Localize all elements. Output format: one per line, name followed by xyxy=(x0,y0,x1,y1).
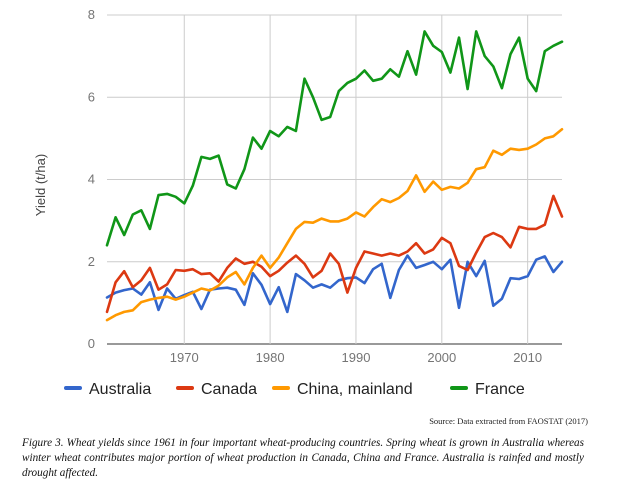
y-tick-label: 4 xyxy=(88,172,95,187)
series-lines xyxy=(105,30,564,322)
legend-item: Canada xyxy=(176,381,257,398)
y-axis-title: Yield (t/ha) xyxy=(33,154,48,216)
legend-label: China, mainland xyxy=(297,381,413,398)
legend-item: France xyxy=(450,381,525,398)
figure-caption: Figure 3. Wheat yields since 1961 in fou… xyxy=(22,437,584,479)
x-tick-label: 2000 xyxy=(427,350,456,365)
y-axis-ticks: 0 2 4 6 8 xyxy=(88,7,95,351)
y-tick-label: 2 xyxy=(88,254,95,269)
legend-label: Australia xyxy=(89,381,151,398)
source-note: Source: Data extracted from FAOSTAT (201… xyxy=(429,416,588,426)
series-line-canada xyxy=(105,194,564,314)
legend-item: China, mainland xyxy=(272,381,413,398)
y-tick-label: 0 xyxy=(88,336,95,351)
x-tick-label: 1980 xyxy=(256,350,285,365)
legend-item: Australia xyxy=(64,381,151,398)
series-line-china-mainland xyxy=(105,128,564,322)
legend: Australia Canada China, mainland France xyxy=(64,381,525,398)
y-tick-label: 8 xyxy=(88,7,95,22)
y-tick-label: 6 xyxy=(88,89,95,104)
series-line-france xyxy=(105,30,564,247)
x-tick-label: 2010 xyxy=(513,350,542,365)
series-line-australia xyxy=(105,254,564,314)
x-tick-label: 1990 xyxy=(342,350,371,365)
grid xyxy=(107,14,562,345)
x-axis-ticks: 1970 1980 1990 2000 2010 xyxy=(170,350,542,365)
legend-label: France xyxy=(475,381,525,398)
legend-label: Canada xyxy=(201,381,257,398)
x-tick-label: 1970 xyxy=(170,350,199,365)
